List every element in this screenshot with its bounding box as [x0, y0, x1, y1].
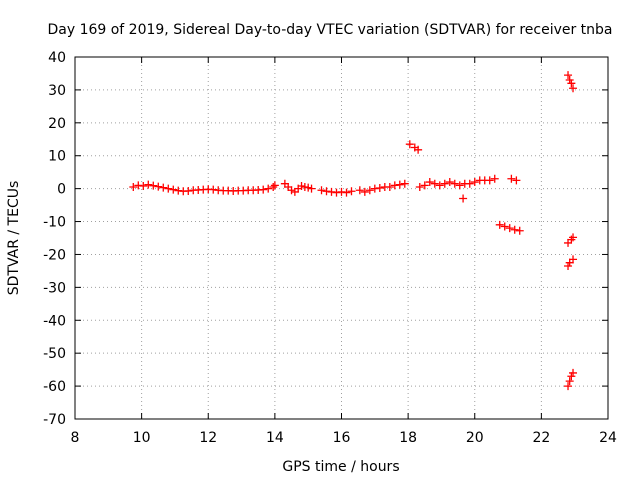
data-point: [435, 181, 444, 190]
data-point: [174, 186, 183, 195]
x-tick-label: 12: [199, 430, 217, 446]
y-tick-label: 20: [48, 116, 66, 132]
data-point: [569, 233, 578, 242]
data-point: [490, 174, 499, 183]
data-point: [375, 183, 384, 192]
data-point: [259, 185, 268, 194]
data-point: [317, 186, 326, 195]
data-point: [512, 176, 521, 185]
data-point: [287, 186, 296, 195]
y-axis-label: SDTVAR / TECUs: [6, 181, 22, 296]
data-point: [470, 178, 479, 187]
data-point: [485, 176, 494, 185]
y-tick-label: -10: [43, 215, 66, 231]
data-point: [505, 224, 514, 233]
data-point: [507, 174, 516, 183]
data-point: [440, 179, 449, 188]
data-point: [569, 84, 578, 93]
x-tick-label: 22: [532, 430, 550, 446]
data-point: [159, 183, 168, 192]
x-tick-label: 24: [599, 430, 617, 446]
data-point: [342, 188, 351, 197]
data-points: [129, 71, 578, 391]
x-tick-label: 16: [333, 430, 351, 446]
data-point: [269, 182, 278, 191]
data-point: [300, 182, 309, 191]
data-point: [459, 194, 468, 203]
chart-title: Day 169 of 2019, Sidereal Day-to-day VTE…: [47, 22, 612, 38]
data-point: [415, 182, 424, 191]
data-point: [365, 186, 374, 195]
data-point: [445, 178, 454, 187]
data-point: [510, 225, 519, 234]
data-point: [565, 377, 574, 386]
data-point: [405, 140, 414, 149]
data-point: [304, 183, 313, 192]
data-point: [360, 187, 369, 196]
data-point: [564, 71, 573, 80]
data-point: [209, 185, 218, 194]
data-point: [450, 179, 459, 188]
data-point: [455, 181, 464, 190]
data-point: [322, 187, 331, 196]
y-tick-label: -40: [43, 313, 66, 329]
x-tick-label: 20: [466, 430, 484, 446]
data-point: [567, 79, 576, 88]
y-tick-label: 30: [48, 83, 66, 99]
data-point: [500, 222, 509, 231]
plot-frame: [74, 56, 609, 420]
y-tick-label: 10: [48, 149, 66, 165]
data-point: [270, 181, 279, 190]
data-point: [149, 181, 158, 190]
data-point: [390, 181, 399, 190]
data-point: [332, 188, 341, 197]
y-tick-label: 40: [48, 50, 66, 66]
data-point: [515, 226, 524, 235]
y-tick-label: -30: [43, 280, 66, 296]
x-axis-label: GPS time / hours: [282, 459, 399, 475]
data-point: [297, 182, 306, 191]
data-point: [264, 184, 273, 193]
data-point: [495, 220, 504, 229]
data-point: [164, 184, 173, 193]
y-tick-label: -50: [43, 346, 66, 362]
data-point: [569, 255, 578, 264]
y-tick-label: -60: [43, 379, 66, 395]
data-point: [370, 184, 379, 193]
data-point: [465, 179, 474, 188]
grid-lines: [75, 57, 608, 419]
data-point: [144, 180, 153, 189]
data-point: [347, 187, 356, 196]
data-point: [395, 180, 404, 189]
data-point: [425, 178, 434, 187]
data-point: [139, 182, 148, 191]
y-tick-label: 0: [57, 182, 66, 198]
data-point: [385, 182, 394, 191]
data-point: [129, 182, 138, 191]
data-point: [355, 186, 364, 195]
x-tick-label: 14: [266, 430, 284, 446]
data-point: [400, 179, 409, 188]
data-point: [184, 186, 193, 195]
data-point: [564, 382, 573, 391]
y-tick-label: -20: [43, 247, 66, 263]
data-point: [169, 185, 178, 194]
x-tick-label: 10: [133, 430, 151, 446]
x-tick-label: 18: [399, 430, 417, 446]
data-point: [414, 145, 423, 154]
data-point: [337, 187, 346, 196]
data-point: [307, 184, 316, 193]
data-point: [569, 368, 578, 377]
data-point: [430, 179, 439, 188]
y-tick-label: -70: [43, 412, 66, 428]
axis-ticks: 8 10 12 14 16 18 20 22 24 -70 -60 -50 -40 -30 -20 -10 0 1…: [43, 50, 617, 446]
data-point: [134, 181, 143, 190]
data-point: [420, 181, 429, 190]
x-tick-label: 8: [71, 430, 80, 446]
data-point: [327, 187, 336, 196]
data-point: [154, 182, 163, 191]
